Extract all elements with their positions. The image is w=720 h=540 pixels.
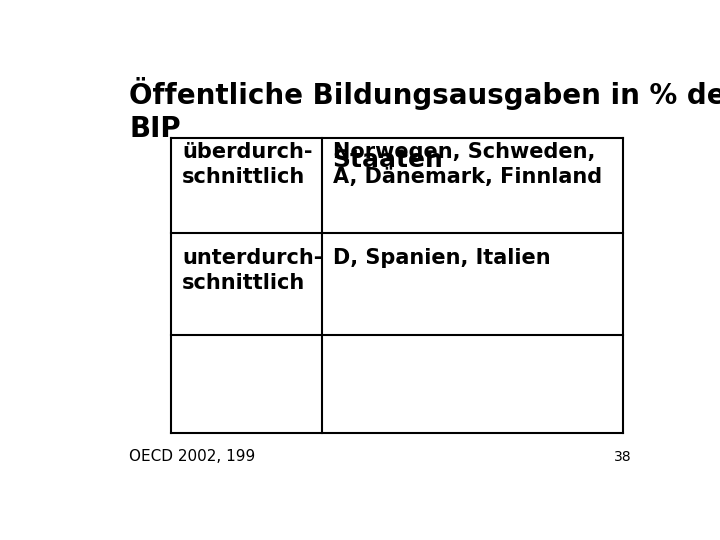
Text: unterdurch-
schnittlich: unterdurch- schnittlich xyxy=(182,248,323,293)
Text: Öffentliche Bildungsausgaben in % des
BIP: Öffentliche Bildungsausgaben in % des BI… xyxy=(129,77,720,143)
Text: OECD 2002, 199: OECD 2002, 199 xyxy=(129,449,256,464)
Text: Staaten: Staaten xyxy=(333,148,444,172)
Text: überdurch-
schnittlich: überdurch- schnittlich xyxy=(182,141,312,186)
Text: 38: 38 xyxy=(613,450,631,464)
Text: D, Spanien, Italien: D, Spanien, Italien xyxy=(333,248,550,268)
Text: Norwegen, Schweden,
A, Dänemark, Finnland: Norwegen, Schweden, A, Dänemark, Finnlan… xyxy=(333,141,602,186)
